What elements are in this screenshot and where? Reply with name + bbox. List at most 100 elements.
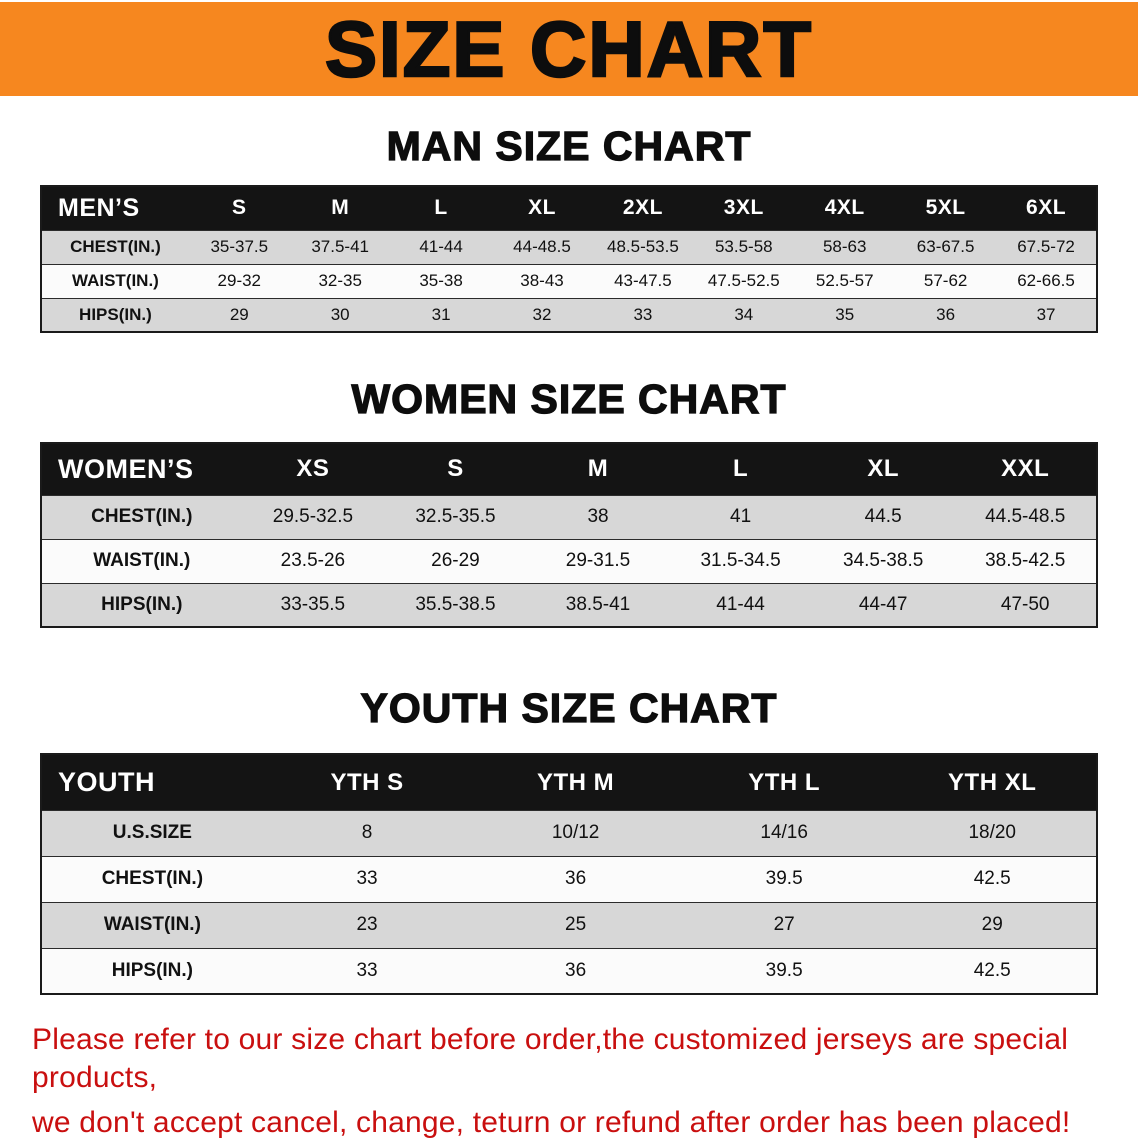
men-size-column-header: 3XL	[693, 186, 795, 231]
row-label: HIPS(IN.)	[41, 297, 189, 333]
row-label: HIPS(IN.)	[41, 582, 242, 628]
row-label: CHEST(IN.)	[41, 855, 263, 903]
size-value: 57-62	[895, 263, 997, 299]
size-value: 35	[794, 297, 896, 333]
youth-size-column-header: YTH L	[679, 754, 889, 811]
size-value: 32.5-35.5	[384, 494, 527, 540]
men-table-row: WAIST(IN.) 29-32 32-35 35-38 38-43 43-47.5 47.…	[41, 263, 1097, 299]
men-size-column-header: XL	[491, 186, 593, 231]
men-size-column-header: 6XL	[996, 186, 1097, 231]
women-table-row: CHEST(IN.) 29.5-32.5 32.5-35.5 38 41 44.5 44.5…	[41, 494, 1097, 540]
men-chart-title: MAN SIZE CHART	[386, 123, 752, 169]
size-value: 42.5	[888, 947, 1097, 995]
men-table-label: MEN’S	[41, 186, 189, 231]
disclaimer-line-1: Please refer to our size chart before or…	[32, 1023, 1069, 1094]
size-value: 33-35.5	[241, 582, 385, 628]
youth-table-row: CHEST(IN.) 33 36 39.5 42.5	[41, 855, 1097, 903]
size-value: 31.5-34.5	[669, 538, 812, 584]
men-size-column-header: 4XL	[794, 186, 896, 231]
size-value: 44-47	[811, 582, 955, 628]
size-value: 48.5-53.5	[592, 229, 694, 265]
size-value: 37	[996, 297, 1097, 333]
men-size-chart-section: MAN SIZE CHART MEN’S S M L XL 2XL 3XL 4XL 5XL 6XL…	[0, 123, 1138, 334]
size-value: 33	[592, 297, 694, 333]
size-value: 32	[491, 297, 593, 333]
size-value: 23.5-26	[241, 538, 385, 584]
size-value: 35.5-38.5	[384, 582, 527, 628]
size-value: 53.5-58	[693, 229, 795, 265]
size-value: 38.5-42.5	[954, 538, 1097, 584]
size-value: 44.5-48.5	[954, 494, 1097, 540]
size-value: 34	[693, 297, 795, 333]
size-value: 39.5	[679, 855, 889, 903]
size-value: 25	[471, 901, 680, 949]
size-value: 67.5-72	[996, 229, 1097, 265]
size-value: 38.5-41	[526, 582, 670, 628]
men-size-column-header: 5XL	[895, 186, 997, 231]
women-size-table: WOMEN’S XS S M L XL XXL CHEST(IN.) 29.5-32.5 32.5…	[40, 442, 1098, 629]
size-value: 37.5-41	[289, 229, 391, 265]
youth-header-row: YOUTH YTH S YTH M YTH L YTH XL	[41, 754, 1097, 811]
size-value: 26-29	[384, 538, 527, 584]
men-size-column-header: M	[289, 186, 391, 231]
size-value: 33	[262, 947, 472, 995]
size-value: 39.5	[679, 947, 889, 995]
youth-table-row: U.S.SIZE 8 10/12 14/16 18/20	[41, 809, 1097, 857]
size-value: 63-67.5	[895, 229, 997, 265]
youth-size-table: YOUTH YTH S YTH M YTH L YTH XL U.S.SIZE 8 10/12…	[40, 753, 1098, 996]
size-value: 29.5-32.5	[241, 494, 385, 540]
size-value: 35-37.5	[188, 229, 290, 265]
youth-size-chart-section: YOUTH SIZE CHART YOUTH YTH S YTH M YTH L YTH…	[0, 685, 1138, 996]
size-value: 18/20	[888, 809, 1097, 857]
row-label: HIPS(IN.)	[41, 947, 263, 995]
size-value: 23	[262, 901, 472, 949]
size-value: 29	[888, 901, 1097, 949]
row-label: CHEST(IN.)	[41, 494, 242, 540]
size-value: 36	[471, 947, 680, 995]
size-value: 29-31.5	[526, 538, 670, 584]
page-title: SIZE CHART	[324, 5, 813, 93]
row-label: WAIST(IN.)	[41, 901, 263, 949]
size-value: 32-35	[289, 263, 391, 299]
size-value: 14/16	[679, 809, 889, 857]
size-value: 43-47.5	[592, 263, 694, 299]
size-value: 41	[669, 494, 812, 540]
size-value: 62-66.5	[996, 263, 1097, 299]
size-value: 41-44	[390, 229, 492, 265]
size-value: 36	[471, 855, 680, 903]
men-table-row: HIPS(IN.) 29 30 31 32 33 34 35 36 37	[41, 297, 1097, 333]
size-value: 29	[188, 297, 290, 333]
size-value: 47.5-52.5	[693, 263, 795, 299]
size-value: 38-43	[491, 263, 593, 299]
youth-size-column-header: YTH M	[471, 754, 680, 811]
disclaimer: Please refer to our size chart before or…	[0, 1021, 1138, 1142]
youth-table-row: HIPS(IN.) 33 36 39.5 42.5	[41, 947, 1097, 995]
size-value: 35-38	[390, 263, 492, 299]
size-value: 44.5	[811, 494, 955, 540]
women-size-chart-section: WOMEN SIZE CHART WOMEN’S XS S M L XL XXL CHEST(…	[0, 376, 1138, 629]
row-label: CHEST(IN.)	[41, 229, 189, 265]
banner: SIZE CHART	[0, 0, 1138, 98]
size-value: 47-50	[954, 582, 1097, 628]
youth-size-column-header: YTH S	[262, 754, 472, 811]
size-value: 34.5-38.5	[811, 538, 955, 584]
size-value: 41-44	[669, 582, 812, 628]
row-label: U.S.SIZE	[41, 809, 263, 857]
size-value: 38	[526, 494, 670, 540]
youth-chart-title: YOUTH SIZE CHART	[360, 685, 778, 732]
women-chart-title: WOMEN SIZE CHART	[351, 376, 787, 423]
youth-size-column-header: YTH XL	[888, 754, 1097, 811]
women-size-column-header: XXL	[954, 443, 1097, 496]
women-table-label: WOMEN’S	[41, 443, 242, 496]
men-table-row: CHEST(IN.) 35-37.5 37.5-41 41-44 44-48.5 48.5…	[41, 229, 1097, 265]
row-label: WAIST(IN.)	[41, 538, 242, 584]
disclaimer-line-2: we don't accept cancel, change, teturn o…	[32, 1106, 1071, 1140]
size-value: 58-63	[794, 229, 896, 265]
size-value: 10/12	[471, 809, 680, 857]
men-size-column-header: L	[390, 186, 492, 231]
men-size-table: MEN’S S M L XL 2XL 3XL 4XL 5XL 6XL CHEST(IN.) 35-37…	[40, 185, 1098, 334]
men-size-column-header: S	[188, 186, 290, 231]
size-value: 36	[895, 297, 997, 333]
size-value: 30	[289, 297, 391, 333]
